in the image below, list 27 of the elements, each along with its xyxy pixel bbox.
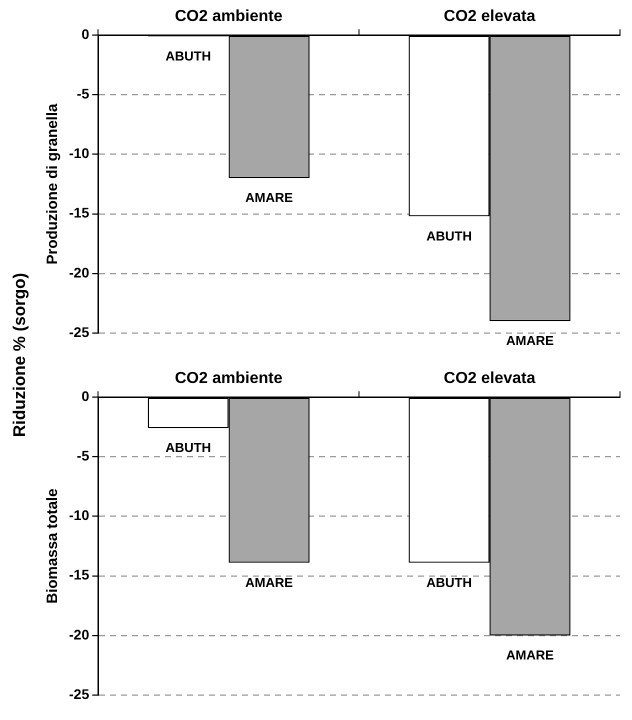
x-tick-label: CO2 ambiente	[174, 370, 283, 388]
series-label: AMARE	[245, 190, 294, 206]
y-tick-label: -25	[69, 324, 90, 340]
x-tick-label: CO2 elevata	[444, 8, 536, 26]
series-label: ABUTH	[165, 440, 211, 456]
text: Riduzione % (sorgo)	[10, 272, 30, 440]
text: ABUTH	[426, 574, 472, 590]
y-axis-title: Biomassa totale	[44, 488, 62, 604]
text: AMARE	[506, 333, 554, 348]
y-tick-label: 0	[81, 26, 90, 42]
y-tick-label: -20	[69, 626, 90, 642]
series-label: AMARE	[245, 574, 294, 590]
text: ABUTH	[426, 228, 472, 244]
text: AMARE	[506, 648, 554, 663]
y-tick-label: -10	[69, 145, 90, 162]
y-tick-label: -10	[69, 507, 90, 524]
x-tick-label: CO2 elevata	[444, 370, 536, 388]
y-tick-label: -5	[76, 448, 90, 464]
y-tick-label: -15	[69, 204, 90, 221]
y-axis-title: Produzione di granella	[44, 103, 62, 265]
y-tick-label: 0	[81, 388, 90, 404]
y-tick-label: -15	[69, 566, 90, 583]
y-tick-label: -25	[69, 686, 90, 702]
y-tick-label: -5	[76, 86, 90, 102]
series-label: ABUTH	[165, 48, 211, 64]
y-tick-label: -20	[69, 264, 90, 280]
x-tick-label: CO2 ambiente	[174, 8, 283, 26]
